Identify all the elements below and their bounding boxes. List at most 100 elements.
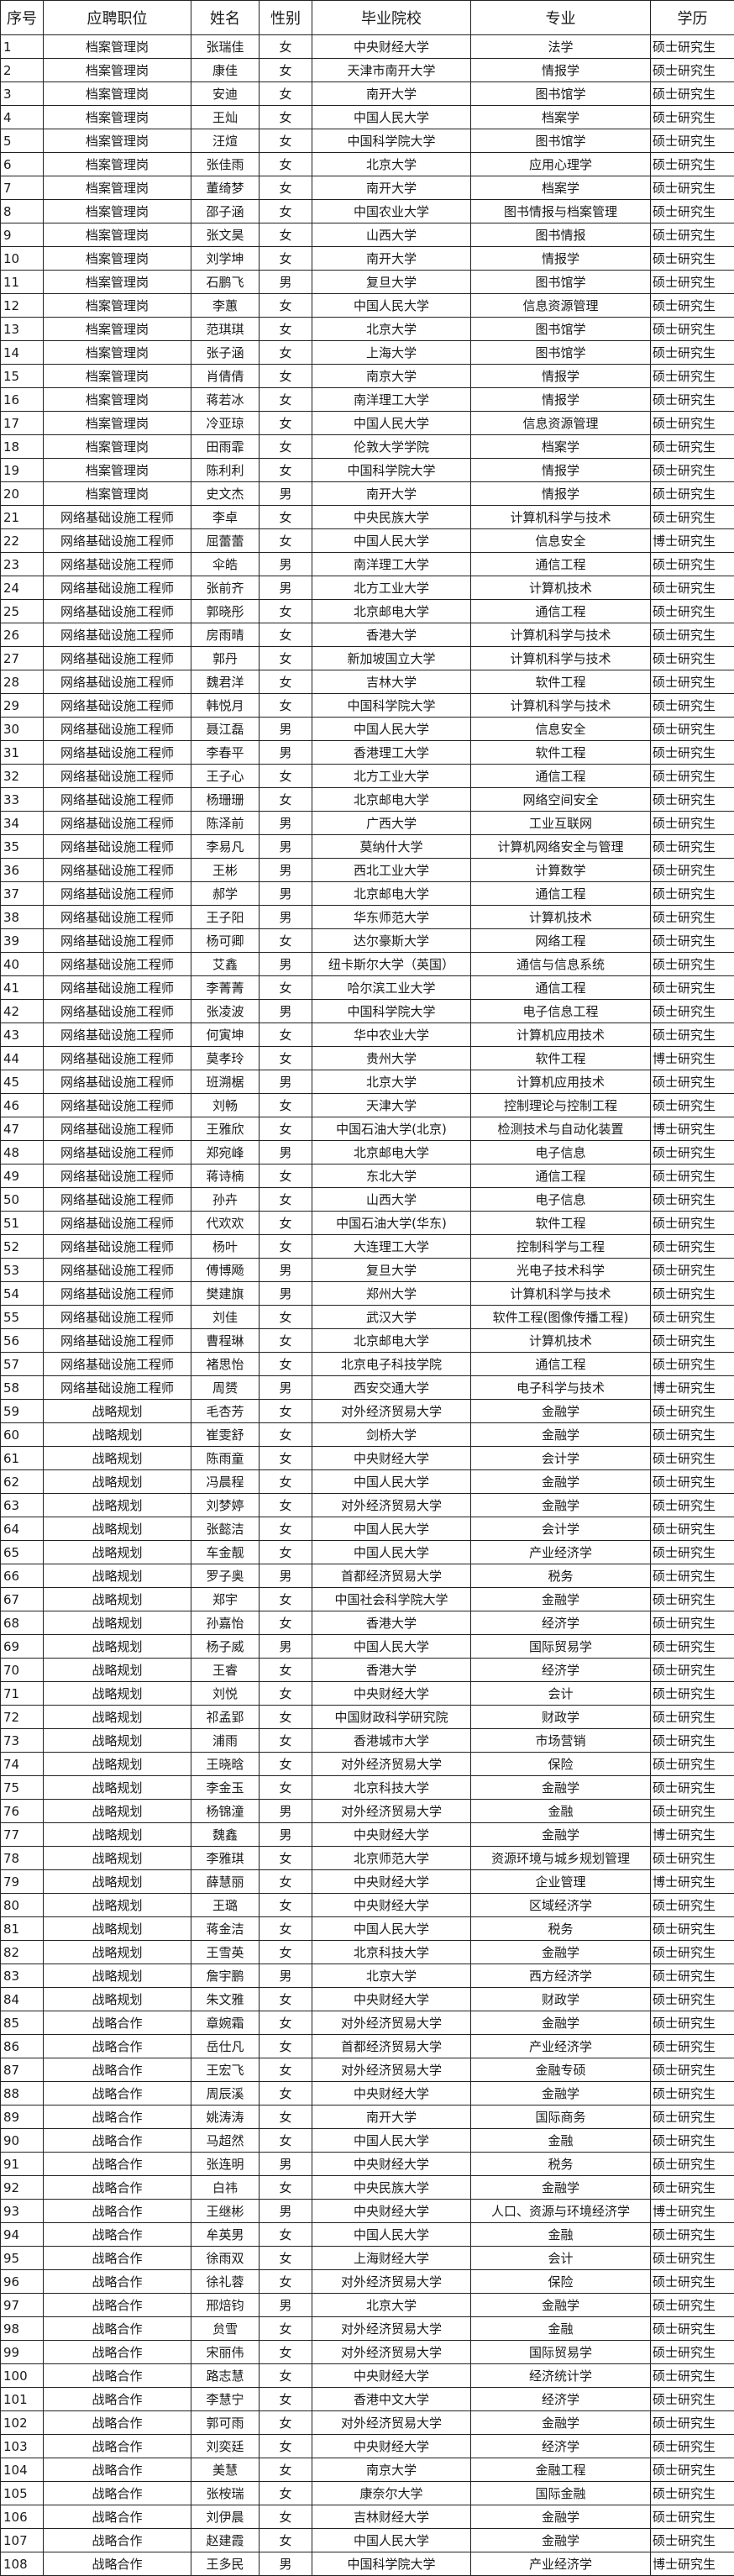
cell-name: 刘梦婷: [191, 1494, 260, 1517]
cell-school: 中国科学院大学: [312, 1000, 471, 1023]
cell-major: 情报学: [471, 459, 651, 482]
cell-gender: 女: [260, 129, 312, 153]
cell-school: 贵州大学: [312, 1047, 471, 1070]
cell-position: 网络基础设施工程师: [44, 718, 191, 741]
cell-gender: 女: [260, 765, 312, 788]
cell-gender: 女: [260, 2223, 312, 2247]
cell-index: 21: [1, 506, 44, 529]
cell-major: 金融学: [471, 1423, 651, 1447]
cell-gender: 女: [260, 1870, 312, 1894]
cell-major: 金融学: [471, 2011, 651, 2035]
cell-gender: 女: [260, 2388, 312, 2411]
cell-index: 46: [1, 1094, 44, 1117]
cell-index: 50: [1, 1188, 44, 1212]
cell-degree: 硕士研究生: [651, 200, 734, 223]
cell-position: 档案管理岗: [44, 294, 191, 318]
cell-name: 屈蕾蕾: [191, 529, 260, 553]
cell-index: 74: [1, 1753, 44, 1776]
cell-degree: 硕士研究生: [651, 2294, 734, 2317]
cell-degree: 硕士研究生: [651, 1423, 734, 1447]
cell-index: 100: [1, 2364, 44, 2388]
cell-major: 软件工程: [471, 741, 651, 765]
cell-index: 108: [1, 2552, 44, 2576]
cell-major: 金融: [471, 1800, 651, 1823]
cell-school: 香港大学: [312, 1659, 471, 1682]
cell-position: 战略规划: [44, 1847, 191, 1870]
cell-name: 郭晓彤: [191, 600, 260, 623]
cell-position: 网络基础设施工程师: [44, 670, 191, 694]
cell-school: 香港大学: [312, 1611, 471, 1635]
cell-name: 邢焙钧: [191, 2294, 260, 2317]
cell-degree: 硕士研究生: [651, 1564, 734, 1588]
header-school: 毕业院校: [312, 1, 471, 35]
cell-position: 战略规划: [44, 1823, 191, 1847]
cell-gender: 女: [260, 1470, 312, 1494]
cell-major: 产业经济学: [471, 2552, 651, 2576]
cell-degree: 硕士研究生: [651, 882, 734, 906]
cell-gender: 男: [260, 1141, 312, 1164]
cell-degree: 硕士研究生: [651, 1494, 734, 1517]
cell-name: 陈利利: [191, 459, 260, 482]
cell-name: 李易凡: [191, 835, 260, 859]
cell-school: 中央财经大学: [312, 2153, 471, 2176]
cell-school: 北京邮电大学: [312, 1141, 471, 1164]
cell-gender: 女: [260, 2176, 312, 2200]
cell-major: 会计: [471, 1682, 651, 1706]
cell-major: 西方经济学: [471, 1964, 651, 1988]
cell-school: 对外经济贸易大学: [312, 2011, 471, 2035]
cell-school: 中国人民大学: [312, 1635, 471, 1659]
cell-gender: 女: [260, 2011, 312, 2035]
cell-school: 吉林大学: [312, 670, 471, 694]
cell-school: 对外经济贸易大学: [312, 2341, 471, 2364]
cell-major: 检测技术与自动化装置: [471, 1117, 651, 1141]
cell-gender: 女: [260, 1164, 312, 1188]
cell-name: 傅博飏: [191, 1259, 260, 1282]
cell-name: 蒋诗楠: [191, 1164, 260, 1188]
cell-school: 大连理工大学: [312, 1235, 471, 1259]
cell-school: 中国石油大学(北京): [312, 1117, 471, 1141]
cell-position: 网络基础设施工程师: [44, 765, 191, 788]
cell-name: 冷亚琼: [191, 412, 260, 435]
cell-name: 陈雨童: [191, 1447, 260, 1470]
cell-major: 国际贸易学: [471, 1635, 651, 1659]
cell-major: 金融专硕: [471, 2058, 651, 2082]
cell-degree: 硕士研究生: [651, 2082, 734, 2105]
cell-index: 25: [1, 600, 44, 623]
cell-gender: 女: [260, 106, 312, 129]
cell-position: 战略规划: [44, 1894, 191, 1917]
cell-gender: 女: [260, 1423, 312, 1447]
cell-position: 网络基础设施工程师: [44, 1306, 191, 1329]
cell-degree: 硕士研究生: [651, 859, 734, 882]
cell-degree: 硕士研究生: [651, 2411, 734, 2435]
cell-index: 40: [1, 953, 44, 976]
cell-degree: 硕士研究生: [651, 2482, 734, 2505]
cell-index: 104: [1, 2458, 44, 2482]
cell-degree: 硕士研究生: [651, 365, 734, 388]
cell-school: 中国人民大学: [312, 294, 471, 318]
cell-name: 刘悦: [191, 1682, 260, 1706]
cell-degree: 硕士研究生: [651, 412, 734, 435]
cell-position: 战略合作: [44, 2200, 191, 2223]
cell-index: 38: [1, 906, 44, 929]
cell-major: 通信工程: [471, 553, 651, 576]
cell-index: 53: [1, 1259, 44, 1282]
cell-position: 网络基础设施工程师: [44, 788, 191, 812]
cell-index: 86: [1, 2035, 44, 2058]
cell-gender: 女: [260, 1047, 312, 1070]
cell-degree: 硕士研究生: [651, 2364, 734, 2388]
cell-school: 复旦大学: [312, 1259, 471, 1282]
cell-gender: 女: [260, 1023, 312, 1047]
cell-position: 档案管理岗: [44, 153, 191, 176]
